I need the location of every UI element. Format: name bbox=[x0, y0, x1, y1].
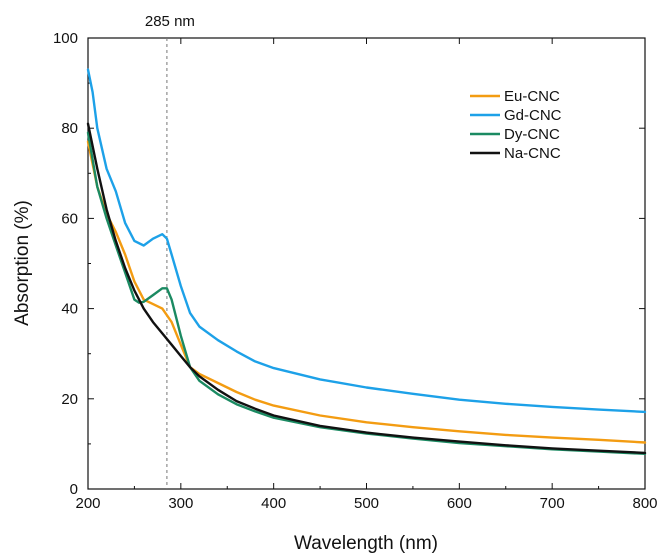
series-line-dy-cnc bbox=[86, 131, 647, 455]
y-tick-label: 40 bbox=[61, 301, 78, 318]
x-tick-label: 300 bbox=[168, 495, 193, 512]
series-line-gd-cnc bbox=[86, 68, 647, 414]
series-lines bbox=[86, 68, 647, 455]
legend: Eu-CNC Gd-CNC Dy-CNC Na-CNC bbox=[470, 88, 562, 162]
axis-ticks: 200 300 400 500 600 700 800 0 20 40 60 80 100 bbox=[53, 30, 658, 512]
y-tick-label: 60 bbox=[61, 210, 78, 227]
legend-label-gd-cnc: Gd-CNC bbox=[504, 107, 562, 124]
y-tick-label: 20 bbox=[61, 391, 78, 408]
y-tick-label: 80 bbox=[61, 120, 78, 137]
series-line-na-cnc bbox=[86, 122, 647, 455]
annotation-label: 285 nm bbox=[145, 13, 195, 30]
x-tick-label: 800 bbox=[632, 495, 657, 512]
x-tick-label: 200 bbox=[75, 495, 100, 512]
x-axis-title: Wavelength (nm) bbox=[294, 533, 438, 554]
legend-label-eu-cnc: Eu-CNC bbox=[504, 88, 560, 105]
x-tick-label: 700 bbox=[540, 495, 565, 512]
x-tick-label: 400 bbox=[261, 495, 286, 512]
annotation-group: 285 nm bbox=[145, 13, 195, 489]
x-tick-label: 500 bbox=[354, 495, 379, 512]
legend-label-na-cnc: Na-CNC bbox=[504, 145, 561, 162]
legend-label-dy-cnc: Dy-CNC bbox=[504, 126, 560, 143]
y-axis-title: Absorption (%) bbox=[12, 200, 33, 326]
y-tick-label: 100 bbox=[53, 30, 78, 47]
x-tick-label: 600 bbox=[447, 495, 472, 512]
series-line-eu-cnc bbox=[86, 140, 647, 444]
y-tick-label: 0 bbox=[70, 481, 78, 498]
